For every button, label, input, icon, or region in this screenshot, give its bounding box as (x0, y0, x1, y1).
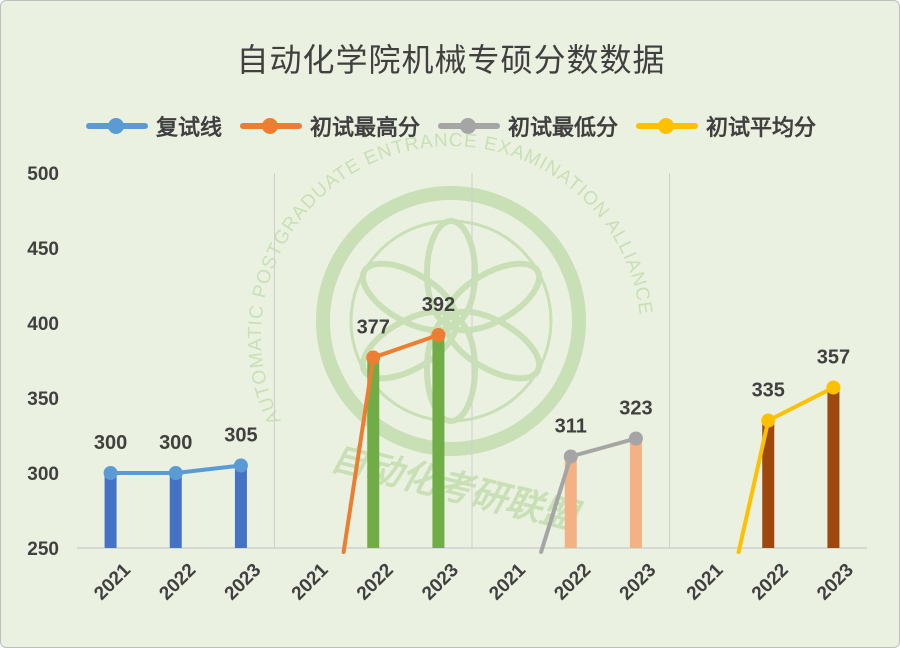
watermark-leaf (359, 260, 460, 334)
data-label: 323 (619, 398, 652, 420)
data-label: 392 (422, 294, 455, 316)
bar (762, 420, 775, 548)
data-label: 357 (817, 347, 850, 369)
data-point (431, 328, 446, 342)
bar (564, 456, 577, 548)
legend-swatch-3 (438, 118, 500, 134)
x-tick-label: 2022 (155, 560, 200, 605)
legend-label-4: 初试平均分 (706, 116, 817, 141)
legend-item-4: 初试平均分 (636, 110, 816, 142)
y-tick-label: 500 (27, 164, 59, 185)
x-tick-label: 2021 (90, 559, 135, 604)
data-label: 305 (224, 425, 257, 447)
legend-swatch-1 (85, 118, 148, 134)
series-line (736, 385, 836, 554)
bar (432, 335, 445, 548)
data-label: 377 (357, 317, 390, 339)
legend-label-1: 复试线 (155, 116, 222, 141)
data-label: 311 (555, 416, 587, 438)
x-tick-label: 2023 (221, 560, 266, 605)
legend-label-2: 初试最高分 (309, 116, 420, 141)
watermark-ring-text: AUTOMATIC POSTGRADUATE ENTRANCE EXAMINAT… (245, 130, 656, 428)
x-tick-label: 2022 (550, 560, 595, 605)
legend-swatch-2 (239, 118, 302, 134)
x-tick-label: 2023 (616, 560, 661, 605)
legend-swatch-4 (636, 118, 699, 134)
y-tick-label: 350 (27, 389, 59, 410)
bar (104, 473, 117, 548)
data-point (628, 431, 643, 446)
y-tick-label: 400 (27, 314, 59, 335)
legend-item-1: 复试线 (85, 110, 222, 142)
watermark: AUTOMATIC POSTGRADUATE ENTRANCE EXAMINAT… (245, 130, 656, 539)
legend-item-3: 初试最低分 (438, 110, 618, 142)
data-point (826, 380, 841, 395)
legend-item-2: 初试最高分 (239, 110, 420, 142)
bar (169, 473, 182, 548)
bar (827, 387, 840, 548)
data-point (168, 466, 183, 480)
data-point (761, 413, 776, 428)
watermark-ring (316, 186, 586, 456)
data-point (366, 350, 381, 365)
legend-label-3: 初试最低分 (508, 116, 619, 141)
bar (367, 357, 380, 548)
x-tick-label: 2023 (418, 560, 463, 605)
y-tick-label: 250 (27, 539, 59, 560)
x-tick-label: 2021 (683, 559, 728, 604)
x-tick-label: 2022 (748, 560, 793, 605)
bar (629, 438, 642, 548)
data-point (563, 449, 578, 464)
x-tick-label: 2022 (353, 560, 398, 605)
data-point (103, 466, 118, 480)
data-label: 300 (94, 432, 127, 454)
legend: 复试线 初试最高分 初试最低分 初试平均分 (1, 109, 899, 143)
x-tick-label: 2023 (813, 560, 858, 605)
x-tick-label: 2021 (485, 559, 530, 604)
y-tick-label: 300 (27, 464, 59, 485)
bar (234, 465, 247, 548)
data-label: 300 (159, 432, 192, 454)
chart-title: 自动化学院机械专硕分数数据 (236, 41, 666, 79)
y-tick-label: 450 (27, 239, 59, 260)
data-point (233, 458, 248, 473)
data-label: 335 (752, 380, 785, 402)
x-tick-label: 2021 (288, 559, 333, 604)
